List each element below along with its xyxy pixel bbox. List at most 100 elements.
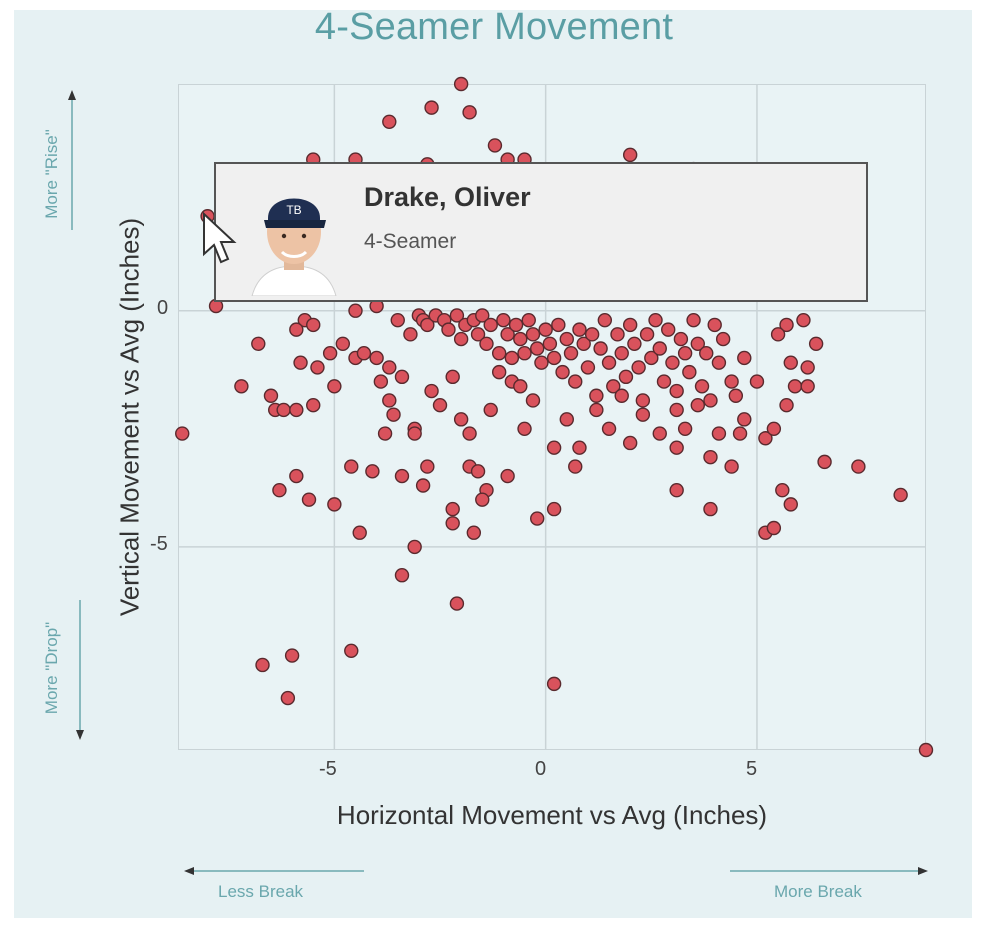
scatter-point[interactable]	[563, 346, 579, 361]
scatter-point[interactable]	[525, 327, 541, 342]
scatter-point[interactable]	[453, 412, 469, 427]
scatter-point[interactable]	[779, 397, 794, 413]
scatter-point[interactable]	[737, 412, 752, 427]
scatter-point[interactable]	[568, 374, 583, 389]
scatter-point[interactable]	[352, 525, 367, 540]
scatter-point[interactable]	[559, 412, 574, 427]
scatter-point[interactable]	[703, 501, 718, 517]
scatter-point[interactable]	[669, 402, 684, 418]
scatter-point[interactable]	[310, 360, 325, 375]
scatter-point[interactable]	[669, 383, 684, 399]
scatter-point[interactable]	[394, 468, 410, 484]
scatter-point[interactable]	[525, 393, 541, 408]
scatter-point[interactable]	[715, 331, 731, 347]
scatter-point[interactable]	[677, 421, 693, 437]
scatter-point[interactable]	[263, 388, 279, 403]
scatter-point[interactable]	[635, 393, 651, 408]
scatter-point[interactable]	[589, 388, 604, 403]
scatter-point[interactable]	[369, 350, 384, 366]
scatter-point[interactable]	[724, 374, 739, 389]
scatter-point[interactable]	[614, 388, 629, 403]
scatter-point[interactable]	[462, 426, 477, 441]
scatter-point[interactable]	[453, 331, 469, 347]
scatter-point[interactable]	[373, 374, 389, 389]
scatter-point[interactable]	[652, 426, 667, 441]
scatter-point[interactable]	[627, 336, 642, 351]
scatter-point[interactable]	[424, 100, 439, 115]
scatter-point[interactable]	[559, 331, 574, 347]
scatter-point[interactable]	[817, 454, 832, 470]
scatter-point[interactable]	[327, 497, 342, 512]
scatter-point[interactable]	[644, 350, 659, 366]
scatter-point[interactable]	[775, 483, 790, 498]
scatter-point[interactable]	[382, 393, 397, 408]
scatter-point[interactable]	[584, 327, 600, 342]
scatter-point[interactable]	[610, 327, 625, 342]
scatter-point[interactable]	[470, 327, 486, 342]
scatter-point[interactable]	[407, 426, 422, 441]
scatter-point[interactable]	[572, 322, 587, 337]
scatter-point[interactable]	[356, 346, 372, 361]
scatter-point[interactable]	[483, 402, 498, 418]
scatter-point[interactable]	[783, 497, 798, 512]
scatter-point[interactable]	[517, 346, 532, 361]
scatter-point[interactable]	[673, 331, 689, 347]
scatter-point[interactable]	[694, 379, 710, 394]
scatter-point[interactable]	[724, 459, 739, 474]
scatter-point[interactable]	[661, 322, 676, 337]
scatter-point[interactable]	[677, 346, 693, 361]
scatter-point[interactable]	[500, 327, 515, 342]
scatter-point[interactable]	[546, 440, 562, 455]
scatter-point[interactable]	[690, 397, 705, 413]
scatter-point[interactable]	[787, 379, 803, 394]
scatter-point[interactable]	[301, 492, 317, 507]
scatter-point[interactable]	[732, 426, 748, 441]
scatter-point[interactable]	[491, 346, 507, 361]
scatter-point[interactable]	[622, 317, 638, 333]
scatter-point[interactable]	[407, 539, 422, 555]
scatter-point[interactable]	[538, 322, 553, 337]
scatter-point[interactable]	[546, 676, 562, 692]
scatter-point[interactable]	[652, 341, 667, 356]
scatter-point[interactable]	[327, 379, 342, 394]
scatter-point[interactable]	[424, 383, 439, 399]
scatter-point[interactable]	[682, 364, 697, 380]
scatter-point[interactable]	[504, 350, 520, 366]
scatter-point[interactable]	[631, 360, 646, 375]
scatter-point[interactable]	[453, 76, 469, 92]
scatter-point[interactable]	[394, 369, 410, 385]
scatter-point[interactable]	[251, 336, 266, 351]
scatter-point[interactable]	[568, 459, 583, 474]
scatter-point[interactable]	[665, 355, 680, 370]
scatter-point[interactable]	[445, 516, 460, 531]
scatter-point[interactable]	[415, 478, 431, 493]
scatter-point[interactable]	[576, 336, 591, 351]
scatter-point[interactable]	[348, 303, 363, 318]
scatter-point[interactable]	[622, 435, 638, 451]
scatter-point[interactable]	[758, 431, 773, 446]
scatter-point[interactable]	[284, 648, 300, 663]
scatter-point[interactable]	[530, 341, 545, 356]
scatter-point[interactable]	[344, 643, 359, 659]
scatter-point[interactable]	[711, 355, 727, 370]
scatter-point[interactable]	[893, 487, 908, 503]
scatter-point[interactable]	[521, 312, 536, 328]
scatter-point[interactable]	[470, 464, 486, 479]
scatter-point[interactable]	[420, 459, 435, 474]
scatter-point[interactable]	[542, 336, 558, 351]
scatter-point[interactable]	[648, 312, 663, 328]
scatter-point[interactable]	[622, 147, 638, 163]
scatter-point[interactable]	[572, 440, 587, 455]
scatter-point[interactable]	[500, 468, 515, 484]
scatter-point[interactable]	[344, 459, 359, 474]
scatter-point[interactable]	[322, 346, 338, 361]
scatter-point[interactable]	[534, 355, 549, 370]
scatter-point[interactable]	[800, 360, 815, 375]
scatter-point[interactable]	[783, 355, 798, 370]
scatter-point[interactable]	[728, 388, 744, 403]
scatter-point[interactable]	[737, 350, 752, 366]
scatter-point[interactable]	[276, 402, 291, 418]
scatter-point[interactable]	[449, 308, 465, 323]
scatter-point[interactable]	[707, 317, 722, 333]
